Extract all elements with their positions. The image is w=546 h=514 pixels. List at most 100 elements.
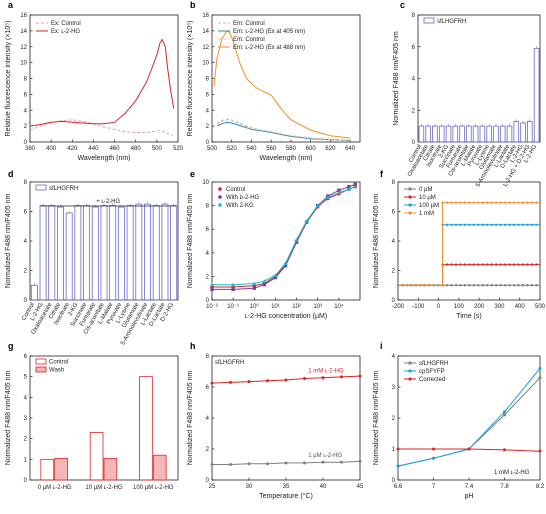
bar [30,284,38,301]
panel-b: b Relative fluorescence intensity (×10⁵) 0… [187,0,361,162]
data-point [229,380,232,384]
y-tick-label: 0 [392,298,396,304]
data-point [521,263,525,266]
y-tick-label: 2 [24,437,28,443]
data-point [266,462,269,466]
legend-swatch [35,184,47,191]
panel-f: f Normalized F488 nm/F405 nm 0 2 4 6 8 -200 -100… [373,169,546,320]
data-point [450,263,453,266]
panel-g: g Normalized F488 nm/F405 nm 0 1 2 3 4 5 6 0 µM ʟ… [5,341,179,491]
data-point [481,284,484,287]
y-tick-label: 6 [24,354,28,360]
series-line [397,368,541,467]
data-point [477,201,480,204]
legend-marker [218,195,222,199]
data-point [468,263,471,266]
data-point [410,284,413,287]
fit-curve [212,186,356,286]
series-label: 1 µM ʟ-2-HG [308,453,342,459]
bar [479,125,486,143]
y-tick-label: 12 [20,45,27,51]
data-point [337,188,341,192]
data-point [450,284,453,287]
data-point [247,462,251,466]
data-point [503,284,507,287]
data-point [521,223,525,226]
series-line [398,264,540,286]
series-line [398,224,540,286]
bar [48,205,56,301]
y-tick-label: 8 [206,354,210,360]
plot-frame [211,181,361,301]
y-tick-label: 0 [392,478,396,484]
bar [40,458,55,481]
data-point [490,263,493,266]
x-tick-label: 10¹ [271,304,280,310]
data-point [521,201,525,204]
y-tick-label: 4 [206,251,210,257]
y-axis-label: Normalized F488 nm/F405 nm [187,194,194,289]
x-tick-label: 100 [454,304,465,310]
data-point [454,201,458,204]
legend-marker [408,187,412,191]
bar [117,206,125,301]
data-point [303,461,306,465]
y-tick-label: 2 [206,447,210,453]
data-point [517,223,520,226]
data-point [517,201,520,204]
data-point [538,366,542,370]
y-tick-label: 3 [24,416,28,422]
panel-i: i Normalized F488 nm/F405 nm 0 1 2 3 4 6.6 7 7.4 7… [373,341,545,500]
y-tick-label: 16 [202,13,209,19]
data-point [535,223,538,226]
y-tick-label: 4 [24,108,28,114]
data-point [432,284,435,287]
series-label: 1 mM ʟ-2-HG [308,368,344,374]
data-point [283,261,288,266]
legend-label: 10 µM [419,195,436,201]
bar [135,203,143,301]
data-point [526,263,529,266]
data-point [303,376,306,380]
data-point [210,282,214,287]
data-point [294,237,299,242]
data-point [486,201,489,204]
data-point [450,201,453,204]
data-point [463,284,467,287]
data-point [252,286,256,290]
legend-label: 100 µM [419,203,439,209]
data-point [210,381,214,385]
x-tick-label: 560 [266,146,277,152]
y-tick-label: 2 [206,124,210,130]
legend-label: Wash [49,368,64,374]
data-point [503,413,506,417]
data-point [347,185,351,189]
data-point [445,223,449,226]
data-point [231,287,235,292]
data-point [486,223,489,226]
legend-label: Control [226,187,245,193]
legend-marker [408,361,412,365]
chart-title: sfLHGFRH [215,360,244,366]
data-point [210,287,214,292]
legend-swatch [35,366,47,373]
x-tick-label: 7.8 [500,484,509,490]
data-point [283,264,288,268]
y-tick-label: 6 [206,385,210,391]
x-tick-label: 100 µM ʟ-2-HG [133,485,174,491]
y-tick-label: 10 [202,61,209,67]
data-point [304,218,309,223]
data-point [526,223,529,226]
y-tick-label: 6 [24,210,28,216]
data-point [229,463,232,466]
data-point [538,376,542,380]
series-line [397,377,541,467]
bar [445,125,452,143]
y-tick-label: 6 [24,92,28,98]
x-tick-label: 640 [345,146,356,152]
x-tick-label: 7.4 [465,484,474,490]
data-point [346,187,351,191]
y-axis-label: Normalized F488 nm/F405 nm [5,371,12,466]
data-point [454,284,458,287]
bar [57,206,64,301]
